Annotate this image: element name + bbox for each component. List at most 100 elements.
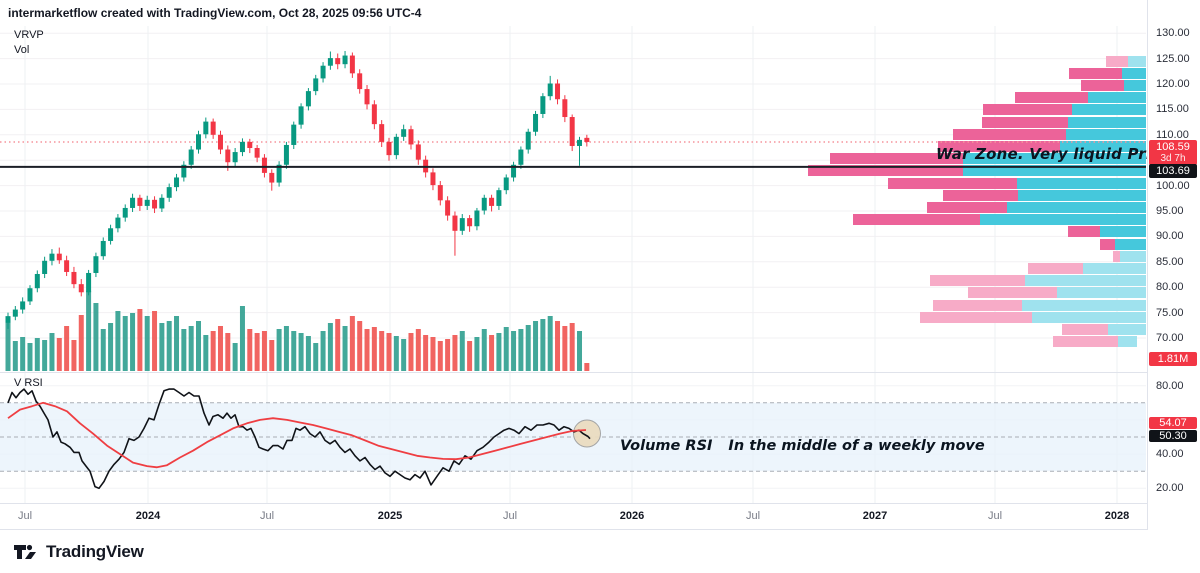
candle-body	[408, 129, 414, 145]
profile-row-buy	[1057, 287, 1146, 298]
volume-bar	[78, 315, 84, 371]
candle-body	[452, 215, 458, 231]
candle-body	[93, 256, 99, 273]
candle-body	[562, 99, 568, 118]
legend-rsi[interactable]: V RSI	[14, 377, 43, 389]
annotation-war-zone[interactable]: War Zone. Very liquid Price	[936, 145, 1171, 163]
profile-row-buy	[963, 165, 1146, 176]
candle-body	[386, 141, 392, 156]
profile-row-sell	[853, 214, 980, 225]
profile-row-sell	[1106, 56, 1128, 67]
candle-body	[540, 96, 546, 114]
volume-bar	[408, 333, 414, 371]
candle-body	[496, 190, 502, 206]
price-axis-label: 85.00	[1156, 255, 1184, 268]
candle-body	[247, 141, 253, 149]
profile-row-buy	[1072, 104, 1146, 115]
candle-body	[42, 260, 48, 274]
price-axis-label: 75.00	[1156, 306, 1184, 319]
profile-row-buy	[1108, 324, 1146, 335]
candle-body	[196, 134, 202, 150]
profile-row-sell	[920, 312, 1032, 323]
candle-body	[298, 106, 304, 125]
legend-vrvp[interactable]: VRVP	[14, 29, 44, 41]
candle-body	[130, 197, 136, 208]
candle-body	[254, 148, 260, 158]
rsi-axis-label: 20.00	[1156, 482, 1184, 495]
volume-bar	[335, 319, 341, 371]
candle-body	[518, 149, 524, 165]
candle-body	[327, 58, 333, 66]
time-axis-label: Jul	[259, 510, 275, 522]
last-price-value: 108.59	[1156, 141, 1190, 153]
candle-body	[445, 200, 451, 216]
volume-bar	[203, 335, 209, 371]
price-axis-label: 130.00	[1156, 27, 1190, 40]
candle-body	[569, 117, 575, 146]
candle-body	[188, 149, 194, 165]
price-axis-label: 80.00	[1156, 281, 1184, 294]
volume-bar	[423, 335, 429, 371]
volume-bar	[34, 338, 40, 371]
volume-bar	[152, 311, 158, 371]
candle-body	[459, 218, 465, 231]
volume-bar	[64, 326, 70, 371]
last-price-badge: 108.59 3d 7h	[1149, 140, 1197, 165]
candle-body	[64, 260, 70, 272]
candle-body	[379, 124, 385, 142]
profile-row-sell	[968, 287, 1057, 298]
candle-body	[305, 91, 311, 107]
candle-body	[49, 253, 55, 261]
legend-vol[interactable]: Vol	[14, 44, 30, 56]
volume-bar	[225, 333, 231, 371]
profile-row-sell	[1069, 68, 1122, 79]
volume-bar	[415, 329, 421, 371]
price-axis[interactable]: 108.59 3d 7h 103.69 1.81M 54.07 50.30 13…	[1147, 0, 1200, 530]
volume-bar	[166, 321, 172, 371]
candle-body	[5, 316, 11, 323]
profile-row-buy	[980, 214, 1146, 225]
candle-body	[269, 172, 275, 183]
candle-body	[86, 272, 92, 293]
time-axis-label: 2026	[619, 510, 645, 522]
candle-body	[320, 65, 326, 79]
profile-row-buy	[1068, 117, 1146, 128]
profile-row-sell	[808, 165, 963, 176]
tradingview-logo[interactable]: TradingView	[13, 540, 144, 564]
volume-bar	[181, 329, 187, 371]
volume-bar	[393, 336, 399, 371]
candle-body	[225, 149, 231, 163]
annotation-volume-rsi[interactable]: Volume RSI In the middle of a weekly move	[620, 438, 985, 454]
time-axis[interactable]: Jul 2024 Jul 2025 Jul 2026 Jul 2027 Jul 2028	[0, 503, 1147, 530]
volume-bar	[437, 341, 443, 371]
volume-bar	[247, 329, 253, 371]
candle-body	[415, 144, 421, 160]
candle-body	[481, 197, 487, 211]
candle-body	[27, 288, 33, 302]
volume-bar	[525, 325, 531, 371]
volume-bar	[518, 329, 524, 371]
volume-bar	[71, 340, 77, 371]
volume-bar	[342, 326, 348, 371]
candle-body	[555, 83, 561, 100]
volume-bar	[489, 335, 495, 371]
candle-body	[232, 152, 238, 163]
price-axis-label: 90.00	[1156, 230, 1184, 243]
volume-bar	[379, 331, 385, 371]
profile-row-sell	[1081, 80, 1124, 91]
candle-body	[159, 197, 165, 209]
rsi-axis-label: 40.00	[1156, 448, 1184, 461]
volume-bar	[261, 331, 267, 371]
volume-bar	[305, 336, 311, 371]
volume-bar	[137, 309, 143, 371]
profile-row-sell	[1113, 251, 1120, 262]
volume-bar	[430, 337, 436, 371]
volume-bar	[188, 326, 194, 371]
candle-body	[217, 134, 223, 150]
profile-row-buy	[1060, 141, 1146, 152]
volume-bar	[42, 340, 48, 371]
profile-row-buy	[1022, 300, 1146, 311]
price-axis-label: 115.00	[1156, 103, 1189, 116]
candle-body	[357, 73, 363, 90]
